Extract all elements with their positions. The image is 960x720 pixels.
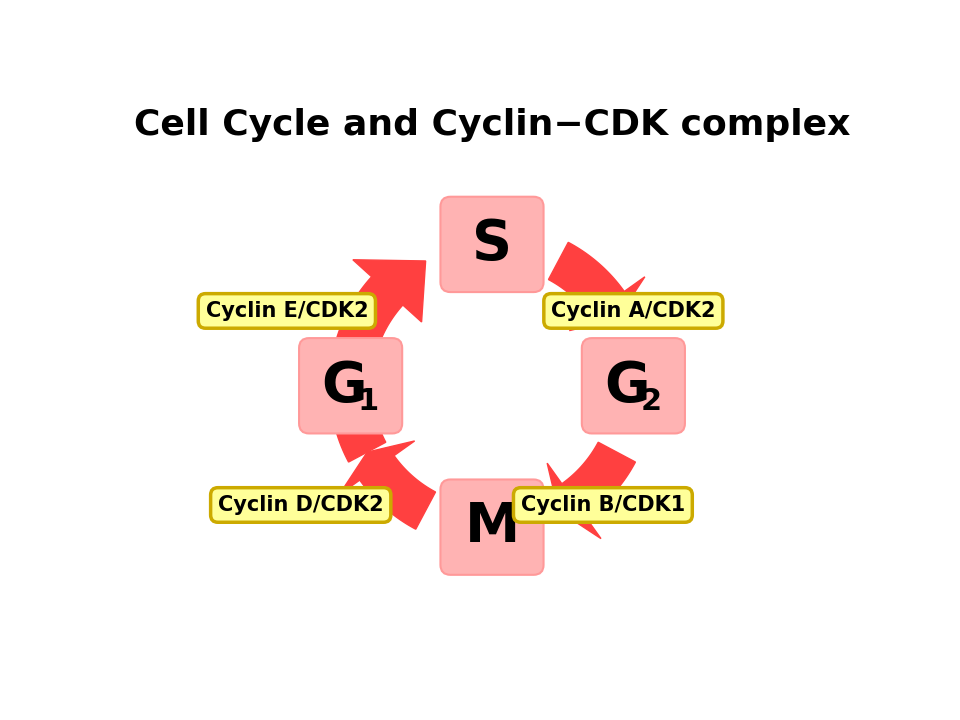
Text: S: S: [472, 217, 512, 271]
Text: Cyclin A/CDK2: Cyclin A/CDK2: [551, 301, 715, 321]
Text: M: M: [465, 500, 519, 554]
Polygon shape: [329, 260, 425, 462]
Text: 1: 1: [358, 387, 379, 415]
Polygon shape: [339, 441, 436, 529]
Text: Cyclin D/CDK2: Cyclin D/CDK2: [218, 495, 384, 515]
FancyBboxPatch shape: [441, 197, 543, 292]
Text: Cyclin B/CDK1: Cyclin B/CDK1: [520, 495, 685, 515]
FancyBboxPatch shape: [300, 338, 402, 433]
Polygon shape: [547, 442, 636, 539]
FancyBboxPatch shape: [582, 338, 684, 433]
Text: G: G: [604, 359, 650, 413]
Polygon shape: [548, 243, 645, 330]
Text: 2: 2: [640, 387, 661, 415]
Text: Cyclin E/CDK2: Cyclin E/CDK2: [205, 301, 369, 321]
FancyBboxPatch shape: [441, 480, 543, 575]
Text: Cell Cycle and Cyclin−CDK complex: Cell Cycle and Cyclin−CDK complex: [133, 108, 851, 143]
Text: G: G: [322, 359, 367, 413]
